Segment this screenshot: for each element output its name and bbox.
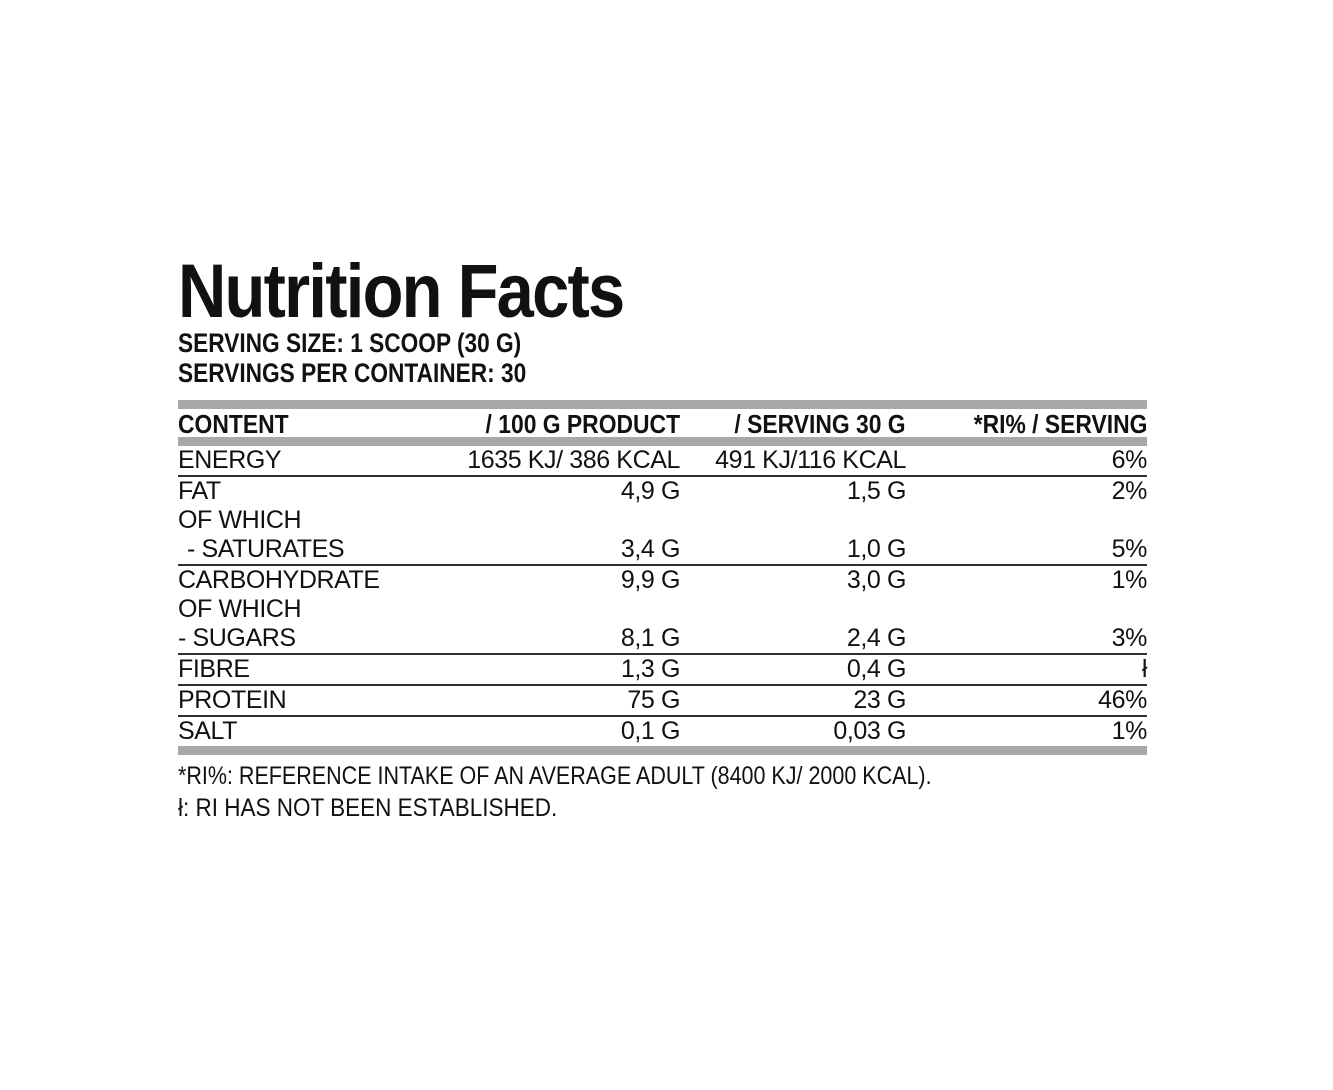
header-cell-per-serving: / SERVING 30 G xyxy=(734,409,906,439)
serving-value: 491 KJ/116 KCAL xyxy=(715,446,906,474)
row-label: OF WHICH xyxy=(178,595,302,623)
per100-value xyxy=(423,506,680,535)
row-label: - SUGARS xyxy=(178,624,296,652)
serving-value: 0,03 G xyxy=(833,717,906,745)
header-top-bar xyxy=(178,400,1147,409)
ri-value: 6% xyxy=(1111,446,1148,474)
table-bottom-bar xyxy=(178,746,1147,755)
serving-value: 0,4 G xyxy=(846,655,907,683)
row-label: OF WHICH xyxy=(178,506,302,534)
row-label: SALT xyxy=(178,717,238,745)
row-label: FAT xyxy=(178,477,221,505)
header-bottom-bar xyxy=(178,437,1147,446)
per100-value: 9,9 G xyxy=(620,566,681,594)
ri-value: 1% xyxy=(1111,717,1148,745)
serving-value: 1,0 G xyxy=(846,535,907,563)
per100-value: 3,4 G xyxy=(620,535,681,563)
serving-value: 2,4 G xyxy=(846,624,907,652)
serving-value xyxy=(680,595,906,624)
nutrition-table: CONTENT / 100 G PRODUCT / SERVING 30 G *… xyxy=(178,400,1147,755)
table-row-fibre: FIBRE 1,3 G 0,4 G ł xyxy=(178,655,1147,686)
table-row-of-which-carb: OF WHICH xyxy=(178,595,1147,624)
per100-value: 0,1 G xyxy=(620,717,681,745)
ri-value: 46% xyxy=(1098,686,1147,714)
row-label: - SATURATES xyxy=(187,535,345,563)
footnotes: *RI%: REFERENCE INTAKE OF AN AVERAGE ADU… xyxy=(178,760,1147,824)
header-cell-per-100g: / 100 G PRODUCT xyxy=(485,409,680,439)
per100-value: 75 G xyxy=(627,686,680,714)
header-cell-ri-per-serving: *RI% / SERVING xyxy=(973,409,1147,439)
per100-value xyxy=(423,595,680,624)
ri-value xyxy=(906,595,1147,624)
serving-size-line: SERVING SIZE: 1 SCOOP (30 G) xyxy=(178,328,522,358)
row-label: FIBRE xyxy=(178,655,250,683)
per100-value: 4,9 G xyxy=(620,477,681,505)
ri-value: 1% xyxy=(1111,566,1148,594)
table-row-carbohydrate: CARBOHYDRATE 9,9 G 3,0 G 1% xyxy=(178,566,1147,595)
ri-value: 3% xyxy=(1111,624,1148,652)
ri-value xyxy=(906,506,1147,535)
serving-value: 1,5 G xyxy=(846,477,907,505)
table-row-sugars: - SUGARS 8,1 G 2,4 G 3% xyxy=(178,624,1147,655)
row-label: CARBOHYDRATE xyxy=(178,566,380,594)
footnote-ri-definition: *RI%: REFERENCE INTAKE OF AN AVERAGE ADU… xyxy=(178,762,932,790)
table-row-protein: PROTEIN 75 G 23 G 46% xyxy=(178,686,1147,717)
row-label: ENERGY xyxy=(178,446,282,474)
ri-value: 5% xyxy=(1111,535,1148,563)
table-header-row: CONTENT / 100 G PRODUCT / SERVING 30 G *… xyxy=(178,409,1147,439)
nutrition-label: Nutrition Facts SERVING SIZE: 1 SCOOP (3… xyxy=(178,249,1147,824)
per100-value: 8,1 G xyxy=(620,624,681,652)
table-row-salt: SALT 0,1 G 0,03 G 1% xyxy=(178,717,1147,746)
table-row-energy: ENERGY 1635 KJ/ 386 KCAL 491 KJ/116 KCAL… xyxy=(178,446,1147,477)
table-row-fat: FAT 4,9 G 1,5 G 2% xyxy=(178,477,1147,506)
per100-value: 1,3 G xyxy=(620,655,681,683)
serving-value: 3,0 G xyxy=(846,566,907,594)
ri-value: ł xyxy=(1141,655,1148,683)
row-label: PROTEIN xyxy=(178,686,287,714)
table-row-saturates: - SATURATES 3,4 G 1,0 G 5% xyxy=(178,535,1147,566)
page-title: Nutrition Facts xyxy=(178,249,625,334)
footnote-not-established: ł: RI HAS NOT BEEN ESTABLISHED. xyxy=(178,794,558,822)
servings-per-container-line: SERVINGS PER CONTAINER: 30 xyxy=(178,358,527,388)
serving-value: 23 G xyxy=(853,686,906,714)
per100-value: 1635 KJ/ 386 KCAL xyxy=(467,446,680,474)
header-cell-content: CONTENT xyxy=(178,409,289,439)
serving-value xyxy=(680,506,906,535)
table-row-of-which-fat: OF WHICH xyxy=(178,506,1147,535)
ri-value: 2% xyxy=(1111,477,1148,505)
